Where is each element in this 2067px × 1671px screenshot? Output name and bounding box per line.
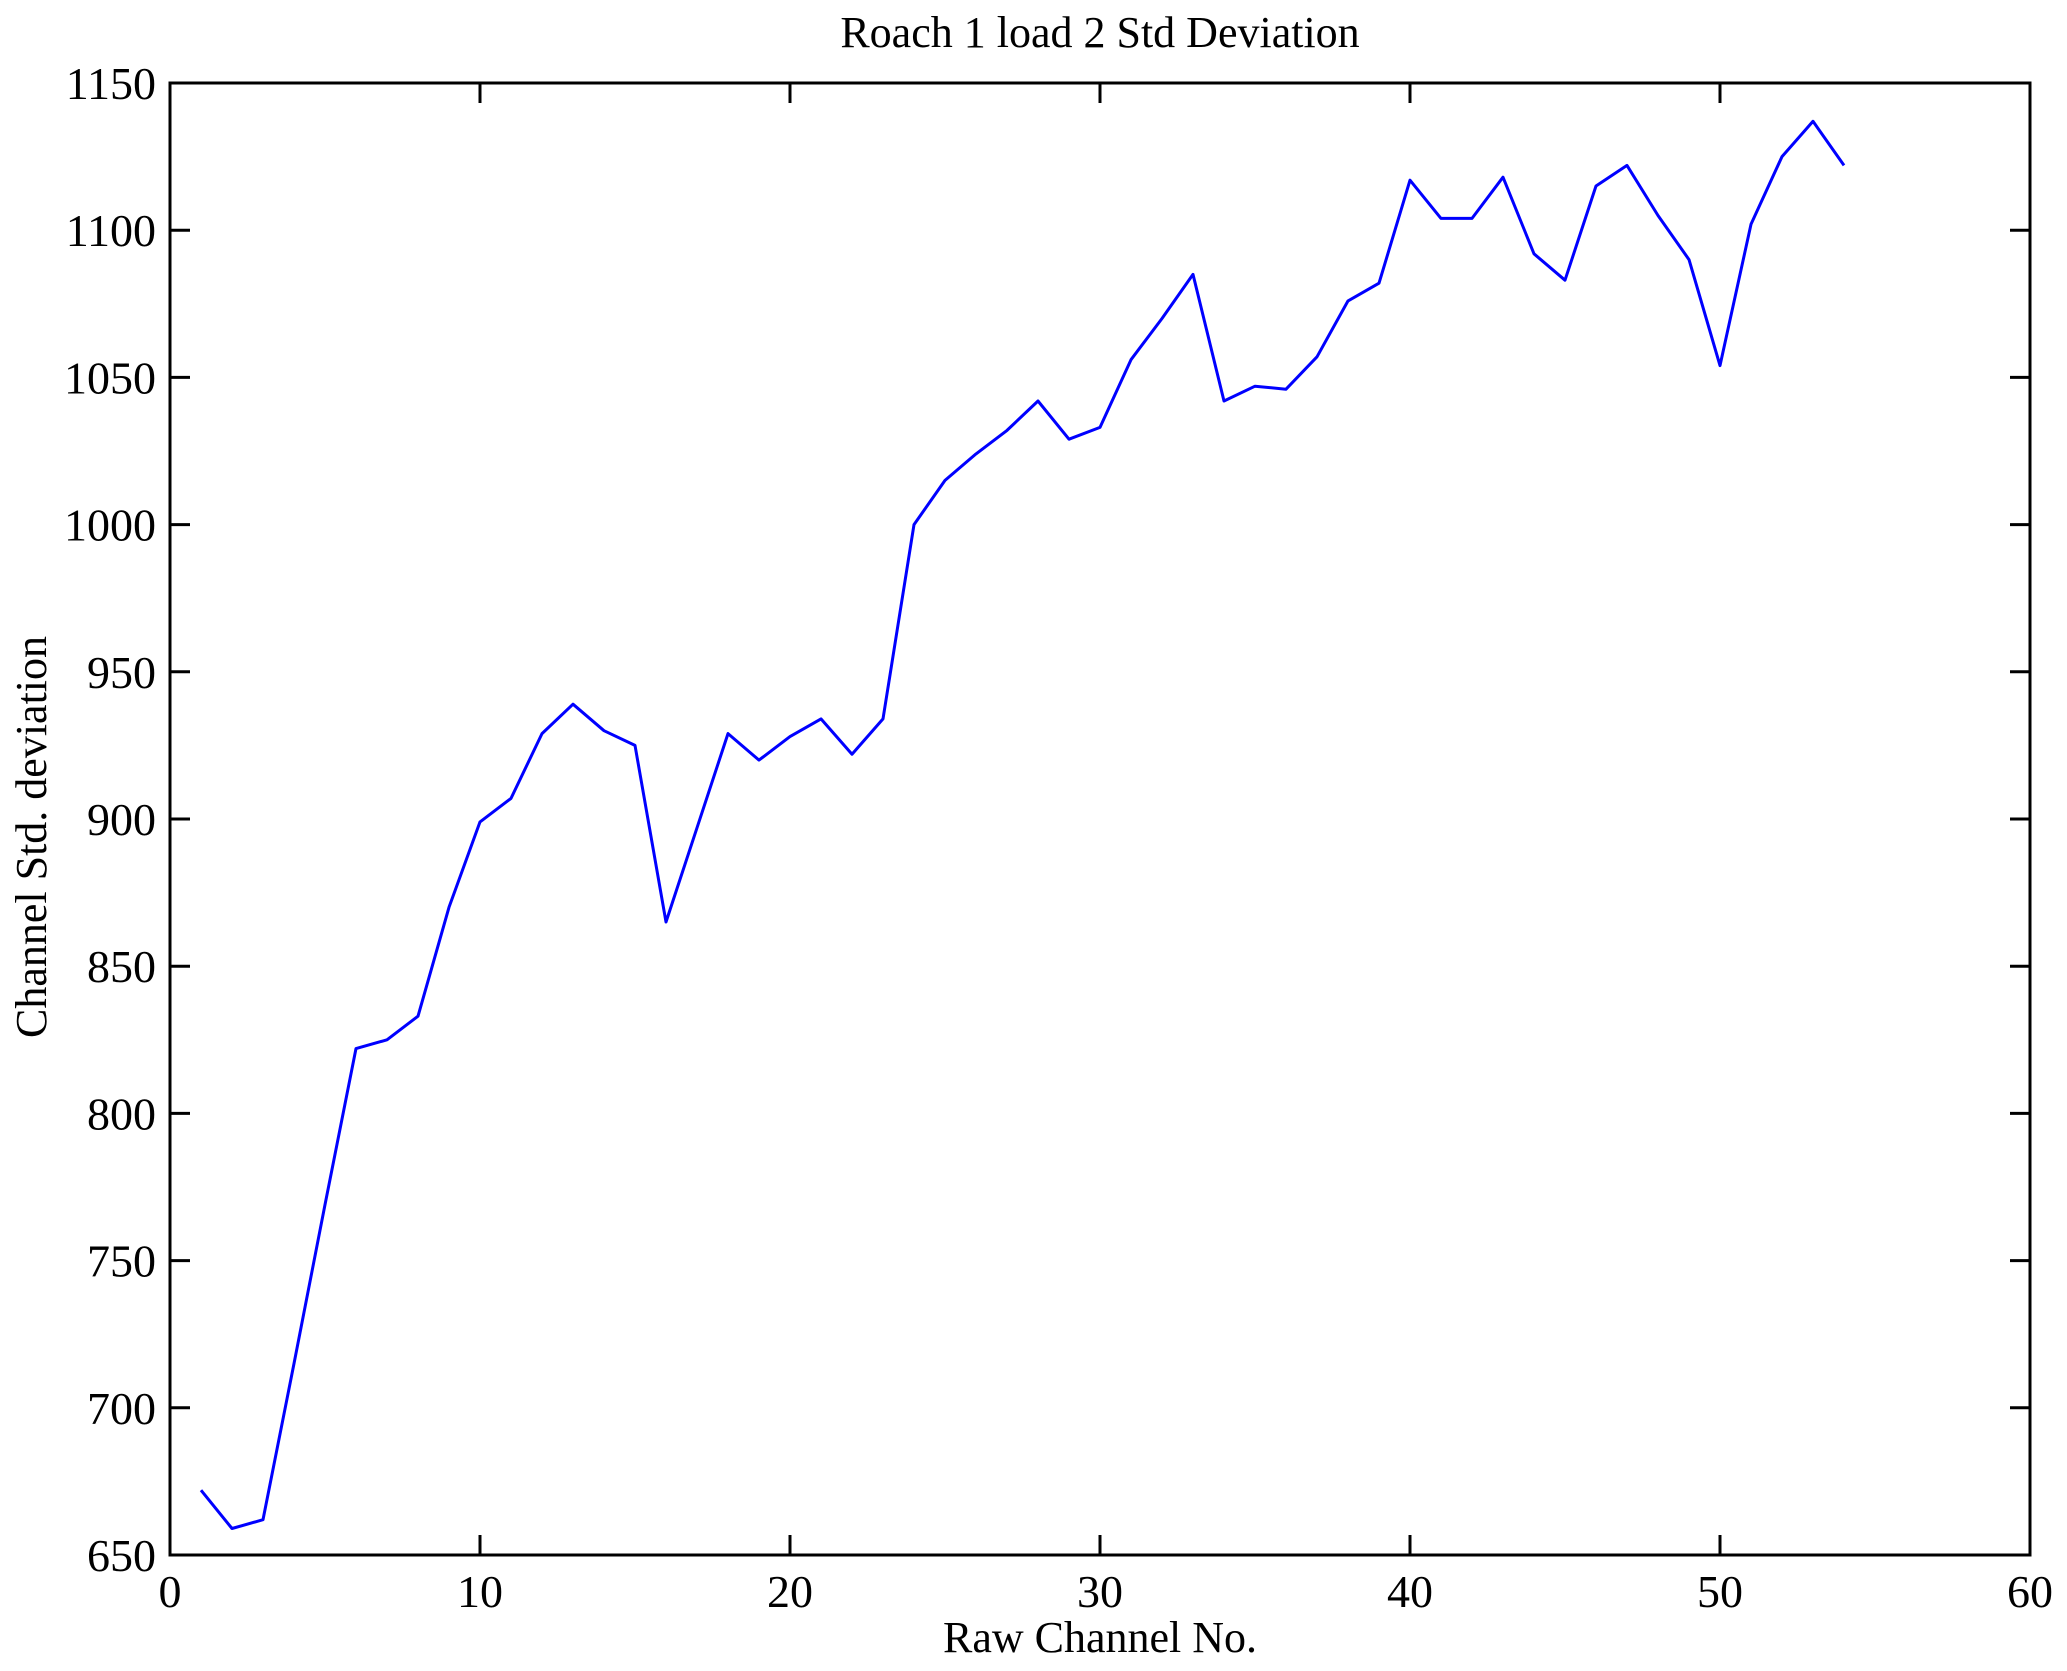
x-tick-label: 0 (159, 1566, 182, 1617)
y-tick-label: 700 (87, 1383, 156, 1434)
x-tick-label: 50 (1697, 1566, 1743, 1617)
y-tick-label: 1000 (64, 500, 156, 551)
y-axis-label: Channel Std. deviation (7, 636, 56, 1038)
x-tick-label: 30 (1077, 1566, 1123, 1617)
x-tick-label: 40 (1387, 1566, 1433, 1617)
y-tick-label: 1150 (66, 58, 156, 109)
chart-title: Roach 1 load 2 Std Deviation (840, 8, 1359, 57)
y-tick-label: 1050 (64, 352, 156, 403)
y-tick-label: 850 (87, 941, 156, 992)
y-tick-label: 800 (87, 1088, 156, 1139)
y-tick-label: 650 (87, 1530, 156, 1581)
x-tick-label: 20 (767, 1566, 813, 1617)
data-series-line (199, 119, 1846, 1530)
y-tick-label: 900 (87, 794, 156, 845)
x-tick-label: 10 (457, 1566, 503, 1617)
x-tick-label: 60 (2007, 1566, 2053, 1617)
y-tick-label: 950 (87, 647, 156, 698)
x-axis-tick-labels: 0 10 20 30 40 50 60 (159, 1566, 2054, 1617)
y-tick-label: 750 (87, 1236, 156, 1287)
y-tick-label: 1100 (66, 205, 156, 256)
plot-box-border (168, 81, 2032, 1557)
x-axis-label: Raw Channel No. (943, 1613, 1257, 1662)
axis-ticks (168, 81, 2032, 1557)
y-axis-tick-labels: 650 700 750 800 850 900 950 1000 1050 1100 1150 (64, 58, 156, 1581)
